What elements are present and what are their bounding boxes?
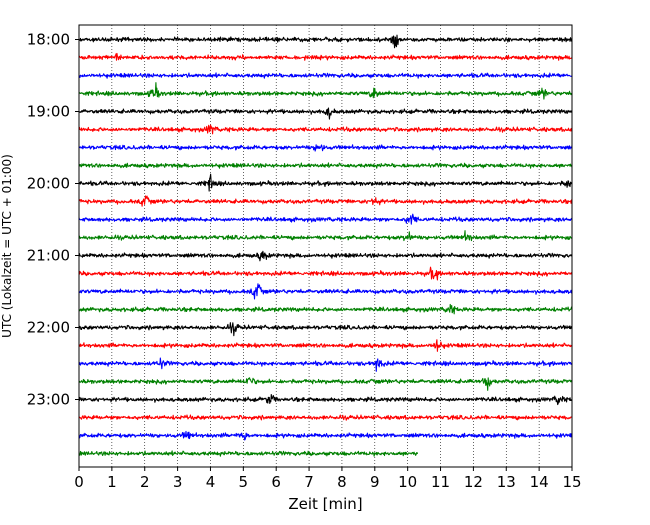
traces-layer bbox=[78, 34, 573, 457]
x-tick-label: 9 bbox=[370, 473, 380, 491]
x-tick-label: 14 bbox=[530, 473, 549, 491]
trace-9 bbox=[78, 195, 573, 207]
x-tick-label: 7 bbox=[304, 473, 314, 491]
x-tick-label: 10 bbox=[398, 473, 417, 491]
y-tick-label: 23:00 bbox=[27, 391, 70, 409]
y-tick-label: 19:00 bbox=[27, 103, 70, 121]
x-tick-label: 13 bbox=[497, 473, 516, 491]
trace-10 bbox=[78, 213, 573, 225]
y-tick-label: 22:00 bbox=[27, 319, 70, 337]
trace-12 bbox=[78, 250, 573, 262]
y-axis-label: UTC (Lokalzeit = UTC + 01:00) bbox=[0, 154, 14, 338]
trace-18 bbox=[78, 357, 573, 372]
trace-11 bbox=[78, 230, 573, 242]
trace-0 bbox=[78, 34, 573, 49]
trace-7 bbox=[78, 162, 573, 169]
trace-21 bbox=[78, 414, 573, 421]
plot-frame bbox=[78, 24, 573, 468]
x-tick-label: 15 bbox=[562, 473, 581, 491]
x-axis-label: Zeit [min] bbox=[288, 495, 362, 513]
x-tick-label: 1 bbox=[107, 473, 117, 491]
trace-8 bbox=[78, 173, 573, 192]
trace-4 bbox=[78, 107, 573, 120]
trace-23 bbox=[78, 450, 419, 457]
x-tick-label: 12 bbox=[464, 473, 483, 491]
x-tick-label: 11 bbox=[431, 473, 450, 491]
trace-17 bbox=[78, 339, 573, 352]
x-tick-label: 0 bbox=[74, 473, 84, 491]
trace-16 bbox=[78, 322, 573, 337]
x-tick-label: 4 bbox=[206, 473, 216, 491]
trace-20 bbox=[78, 393, 573, 406]
x-tick-label: 3 bbox=[173, 473, 183, 491]
trace-14 bbox=[78, 283, 573, 300]
trace-15 bbox=[78, 303, 573, 315]
y-tick-label: 20:00 bbox=[27, 175, 70, 193]
trace-3 bbox=[78, 82, 573, 100]
trace-5 bbox=[78, 124, 573, 135]
trace-1 bbox=[78, 52, 573, 61]
x-tick-label: 8 bbox=[337, 473, 347, 491]
x-tick-label: 6 bbox=[271, 473, 281, 491]
axes-layer: 0 1 2 3 4 5 6 7 8 9 10 11 12 13 14 1518:0019:0020:0021:… bbox=[27, 31, 582, 492]
y-tick-label: 21:00 bbox=[27, 247, 70, 265]
y-tick-label: 18:00 bbox=[27, 31, 70, 49]
trace-2 bbox=[78, 72, 573, 79]
trace-6 bbox=[78, 144, 573, 152]
trace-19 bbox=[78, 377, 573, 391]
trace-13 bbox=[78, 266, 573, 281]
trace-22 bbox=[78, 430, 573, 441]
x-tick-label: 5 bbox=[239, 473, 249, 491]
x-tick-label: 2 bbox=[140, 473, 150, 491]
